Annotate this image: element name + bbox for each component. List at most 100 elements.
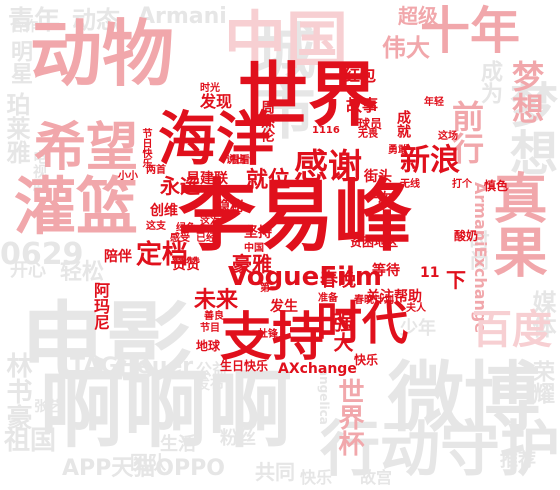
cloud-word: 街头	[364, 169, 392, 185]
cloud-word: 两首	[146, 165, 166, 176]
cloud-word: 快乐	[354, 353, 379, 367]
cloud-word: 夫人	[406, 303, 426, 314]
cloud-word: 陪伴	[104, 249, 132, 265]
cloud-word: 故事	[346, 96, 379, 115]
cloud-word: APP天猫OPPO	[62, 456, 225, 481]
cloud-word: 感谢	[294, 147, 362, 187]
cloud-word: 生活	[160, 434, 196, 455]
cloud-word: 球员	[358, 117, 383, 131]
cloud-word: 啊啊啊	[40, 361, 293, 459]
cloud-word: 成就	[395, 110, 411, 138]
cloud-word: 前行	[447, 100, 485, 164]
cloud-word: 超级	[398, 4, 438, 28]
cloud-word: 真果	[484, 170, 547, 278]
cloud-word: 电视剧	[31, 150, 47, 192]
cloud-word: 灌篮	[14, 170, 139, 243]
cloud-word: 微博	[388, 353, 540, 442]
cloud-word: 明星	[7, 40, 32, 84]
cloud-word: 公益	[196, 360, 229, 379]
cloud-word: 伟大	[382, 34, 430, 62]
cloud-word: ArmaniExchange	[471, 182, 490, 334]
cloud-word: 梦想	[501, 80, 557, 176]
cloud-word: VogueFilm	[228, 262, 382, 292]
cloud-word: 一次	[364, 191, 392, 207]
cloud-word: 媒体	[528, 290, 556, 338]
cloud-word: 推荐	[500, 450, 536, 471]
cloud-word: 海洋	[158, 105, 275, 173]
cloud-word: 红包	[344, 66, 377, 85]
cloud-word: 杜锋	[258, 329, 278, 340]
cloud-word: 这场	[438, 131, 458, 142]
cloud-word: 慎色	[484, 179, 509, 193]
cloud-word: 珀莱雅	[2, 92, 30, 164]
cloud-word: 贫困地区	[350, 235, 399, 249]
cloud-word: 世界	[238, 54, 378, 136]
cloud-word: 定档	[136, 240, 189, 270]
cloud-word: 希望	[34, 118, 139, 178]
cloud-word: 动态	[72, 6, 120, 34]
cloud-word: 春晚计划	[354, 295, 394, 306]
cloud-word: 阿玛尼	[91, 282, 110, 330]
cloud-word: 绿色	[176, 223, 196, 234]
cloud-word: 感受	[170, 233, 190, 244]
cloud-word: 这次	[200, 217, 220, 228]
cloud-word: 合作	[10, 19, 38, 35]
cloud-word: 酸奶	[454, 229, 479, 243]
cloud-word: 时尚	[466, 230, 490, 270]
cloud-word: 城市	[245, 20, 315, 140]
cloud-word: 准备	[318, 293, 338, 304]
cloud-word: 动物	[30, 12, 175, 96]
cloud-word: 荣耀	[529, 360, 554, 404]
cloud-word: 青年	[8, 6, 61, 36]
cloud-word: 隐秘	[216, 199, 244, 215]
cloud-word: 梦想	[507, 60, 545, 124]
cloud-word: 未来	[194, 288, 239, 313]
cloud-word: 春晚	[320, 270, 356, 291]
cloud-word: 易建联	[186, 171, 228, 187]
cloud-word: 小小	[118, 171, 138, 182]
cloud-word: TAGHeuer	[70, 354, 194, 379]
cloud-word: 等待	[372, 263, 400, 279]
cloud-word: 0629	[0, 237, 84, 272]
cloud-word: 第一	[260, 283, 280, 294]
cloud-word: 看看	[230, 155, 250, 166]
cloud-word: 地球	[196, 339, 221, 353]
cloud-word: 豪雅	[232, 252, 272, 276]
cloud-word: 节目	[200, 323, 220, 334]
cloud-word: 勇敢	[388, 145, 408, 156]
cloud-word: 电影	[20, 293, 192, 393]
cloud-word: 新浪	[400, 143, 460, 178]
cloud-word: 年轻	[424, 97, 444, 108]
cloud-word: 粉丝	[220, 428, 256, 449]
cloud-word: 11	[420, 265, 440, 281]
cloud-word: 林书豪	[2, 352, 32, 430]
cloud-word: 中国	[244, 243, 264, 254]
cloud-word: 发现	[200, 92, 233, 111]
cloud-word: 生日快乐	[220, 359, 269, 373]
cloud-word: 无畏	[358, 129, 378, 140]
cloud-word: 1116	[312, 125, 340, 136]
cloud-word: 支持	[220, 308, 325, 368]
cloud-word: 这支	[146, 221, 166, 232]
cloud-word: 无线	[400, 179, 420, 190]
cloud-word: 轻松	[60, 260, 105, 285]
cloud-word: 成为	[477, 60, 502, 104]
cloud-word: 中国	[224, 4, 349, 77]
cloud-word: 张艺	[34, 399, 62, 415]
cloud-word: 下	[446, 268, 466, 292]
cloud-word: 节日快乐	[140, 128, 151, 168]
cloud-word: 少年	[400, 318, 436, 339]
cloud-word: 赞赞	[172, 257, 200, 273]
cloud-word: 强大	[330, 312, 354, 352]
cloud-word: 开心	[10, 260, 46, 281]
cloud-word: 关注帮助	[366, 289, 422, 305]
cloud-word: 世界杯	[334, 378, 364, 456]
cloud-word: Armani	[138, 4, 227, 29]
cloud-word: 创维	[150, 203, 178, 219]
cloud-word: 团队	[130, 453, 166, 474]
cloud-word: 时代	[316, 296, 408, 350]
cloud-word: 十年	[420, 2, 520, 60]
cloud-word: 坚持	[244, 225, 272, 241]
cloud-word: 就位	[246, 168, 291, 193]
